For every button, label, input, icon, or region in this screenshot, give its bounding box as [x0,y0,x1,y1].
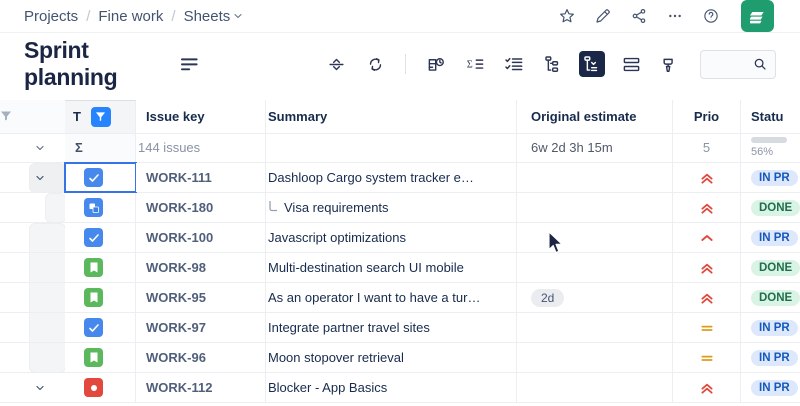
svg-text:Σ: Σ [466,59,472,70]
